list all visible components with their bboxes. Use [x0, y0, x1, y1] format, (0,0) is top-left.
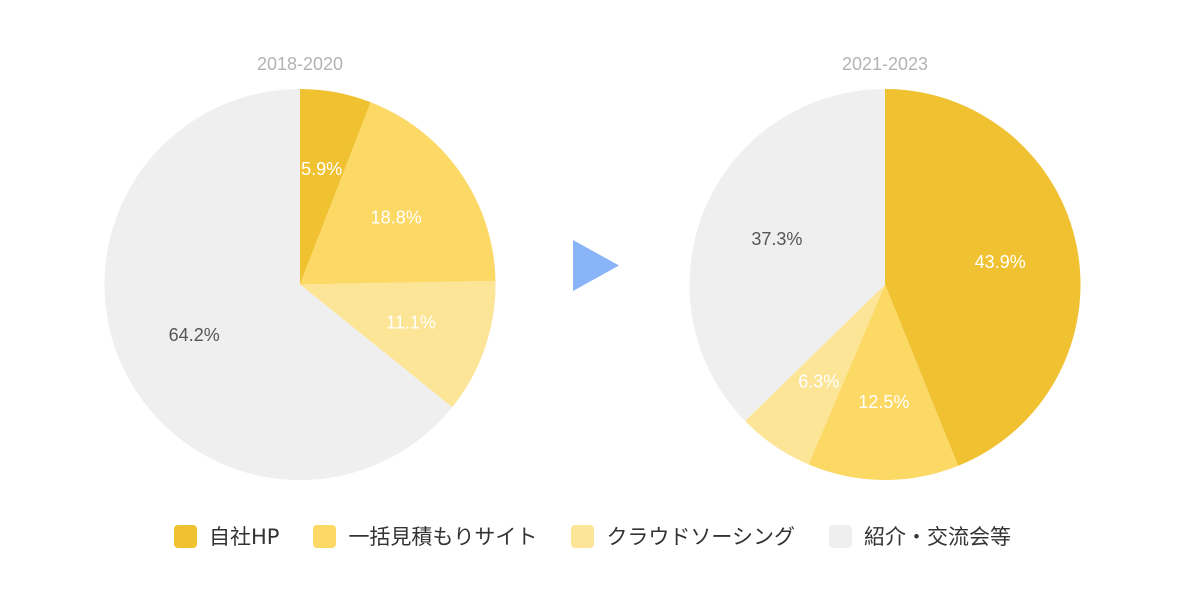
legend-item-ikkatsu: 一括見積もりサイト — [313, 521, 537, 551]
legend-item-crowdsourcing: クラウドソーシング — [571, 521, 795, 551]
slice-label-ikkatsu: 18.8% — [371, 207, 422, 227]
slice-label-jisha-hp: 5.9% — [301, 159, 342, 179]
slice-ikkatsu — [300, 102, 496, 285]
slice-label-crowdsourcing: 6.3% — [798, 371, 839, 391]
pie-title-left: 2018-2020 — [257, 54, 343, 74]
slice-shoukai — [104, 88, 453, 480]
slice-label-shoukai: 64.2% — [169, 325, 220, 345]
slice-label-crowdsourcing: 11.1% — [386, 313, 436, 333]
legend-swatch — [571, 524, 595, 548]
legend-swatch — [173, 524, 197, 548]
legend-label: 一括見積もりサイト — [348, 525, 538, 549]
legend-label: クラウドソーシング — [606, 525, 796, 549]
legend: 自社HP 一括見積もりサイト クラウドソーシング 紹介・交流会等 — [0, 519, 1185, 553]
legend-label: 自社HP — [208, 525, 280, 549]
pie-title-right: 2021-2023 — [842, 54, 928, 74]
slice-label-shoukai: 37.3% — [751, 229, 802, 249]
pie-left: 5.9% 18.8% 11.1% 64.2% — [104, 88, 496, 480]
slice-label-jisha-hp: 43.9% — [975, 252, 1026, 272]
slice-crowdsourcing — [745, 284, 885, 465]
arrow-right-icon — [573, 240, 619, 291]
slice-crowdsourcing — [300, 280, 496, 408]
slice-label-ikkatsu: 12.5% — [858, 392, 909, 412]
legend-swatch — [313, 524, 337, 548]
slice-jisha-hp — [300, 89, 371, 285]
pie-right: 43.9% 12.5% 6.3% 37.3% — [689, 89, 1081, 481]
slice-ikkatsu — [808, 284, 959, 481]
slice-jisha-hp — [885, 89, 1081, 466]
legend-swatch — [829, 524, 853, 548]
legend-item-jisha-hp: 自社HP — [173, 521, 280, 551]
legend-item-shoukai: 紹介・交流会等 — [829, 521, 1011, 551]
legend-label: 紹介・交流会等 — [864, 525, 1012, 549]
slice-shoukai — [689, 89, 885, 421]
